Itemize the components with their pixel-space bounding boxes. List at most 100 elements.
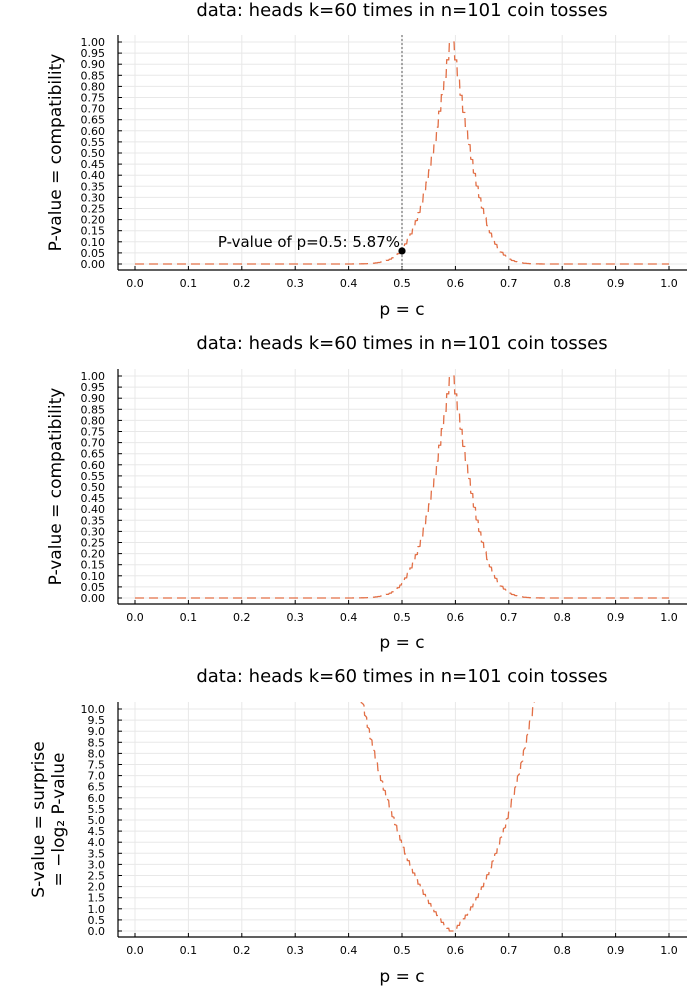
y-tick-label: 0.00 xyxy=(81,592,106,605)
y-tick-label: 0.40 xyxy=(81,169,106,182)
y-tick-label: 0.85 xyxy=(81,69,106,82)
x-tick-label: 0.8 xyxy=(553,277,571,290)
y-tick-label: 0.00 xyxy=(81,258,106,271)
x-tick-label: 0.5 xyxy=(393,277,411,290)
y-tick-label: 0.35 xyxy=(81,180,106,193)
x-tick-label: 0.8 xyxy=(553,611,571,624)
chart-panel-1: 0.0 0.1 0.2 0.3 0.4 0.5 0.6 0.7 0.8 0.9 1.0 0.000.0… xyxy=(46,0,687,320)
y-tick-label: 0.60 xyxy=(81,125,106,138)
x-tick-label: 0.9 xyxy=(607,277,625,290)
y-tick-label: 0.05 xyxy=(81,581,106,594)
x-tick-label: 0.7 xyxy=(500,611,518,624)
y-tick-label: 6.0 xyxy=(88,792,106,805)
y-tick-label: 0.50 xyxy=(81,481,106,494)
y-axis-label-line-1: S-value = surprise xyxy=(29,741,49,897)
y-tick-label: 2.5 xyxy=(88,870,106,883)
y-tick-label: 10.0 xyxy=(81,703,106,716)
y-tick-label: 0.55 xyxy=(81,136,106,149)
y-tick-label: 0.70 xyxy=(81,103,106,116)
x-tick-label: 0.5 xyxy=(393,944,411,957)
y-tick-label: 8.5 xyxy=(88,736,106,749)
y-tick-label: 0.50 xyxy=(81,147,106,160)
x-tick-label: 0.9 xyxy=(607,611,625,624)
y-tick-label: 0.0 xyxy=(88,925,106,938)
y-tick-label: 0.10 xyxy=(81,236,106,249)
y-tick-label: 6.5 xyxy=(88,781,106,794)
series-line-1 xyxy=(135,41,669,265)
series-line-1 xyxy=(135,375,669,599)
y-tick-label: 0.70 xyxy=(81,437,106,450)
y-tick-label: 8.0 xyxy=(88,747,106,760)
x-tick-label: 0.3 xyxy=(286,277,304,290)
x-tick-label: 0.0 xyxy=(126,944,144,957)
y-tick-label: 5.5 xyxy=(88,803,106,816)
y-tick-label: 0.95 xyxy=(81,381,106,394)
x-tick-label: 0.6 xyxy=(447,944,465,957)
y-tick-label: 0.75 xyxy=(81,426,106,439)
x-tick-label: 0.1 xyxy=(180,944,198,957)
x-tick-label: 0.7 xyxy=(500,277,518,290)
y-tick-label: 0.60 xyxy=(81,459,106,472)
y-tick-label: 0.5 xyxy=(88,914,106,927)
y-tick-label: 0.40 xyxy=(81,503,106,516)
y-tick-label: 0.20 xyxy=(81,548,106,561)
y-tick-label: 1.00 xyxy=(81,370,106,383)
highlight-point xyxy=(398,247,406,255)
y-tick-label: 0.25 xyxy=(81,537,106,550)
y-tick-label: 3.5 xyxy=(88,847,106,860)
chart-panel-3: 0.0 0.1 0.2 0.3 0.4 0.5 0.6 0.7 0.8 0.9 1.00.00.51… xyxy=(29,666,687,987)
y-axis-label-line-2: = −log₂ P-value xyxy=(49,752,69,886)
y-tick-label: 4.5 xyxy=(88,825,106,838)
x-tick-label: 0.6 xyxy=(447,611,465,624)
x-tick-label: 0.4 xyxy=(340,944,358,957)
y-tick-label: 0.15 xyxy=(81,225,106,238)
y-tick-label: 5.0 xyxy=(88,814,106,827)
x-tick-label: 0.9 xyxy=(607,944,625,957)
y-tick-label: 0.65 xyxy=(81,114,106,127)
point-annotation: P-value of p=0.5: 5.87% xyxy=(218,233,400,251)
chart-title: data: heads k=60 times in n=101 coin tos… xyxy=(196,666,607,687)
chart-title: data: heads k=60 times in n=101 coin tos… xyxy=(196,0,607,21)
y-tick-label: 0.85 xyxy=(81,403,106,416)
x-tick-label: 0.3 xyxy=(286,611,304,624)
y-tick-label: 0.75 xyxy=(81,92,106,105)
x-tick-label: 0.2 xyxy=(233,944,251,957)
y-tick-label: 1.5 xyxy=(88,892,106,905)
x-tick-label: 0.4 xyxy=(340,277,358,290)
y-tick-label: 0.30 xyxy=(81,525,106,538)
x-tick-label: 0.8 xyxy=(553,944,571,957)
y-tick-label: 0.65 xyxy=(81,448,106,461)
y-tick-label: 0.45 xyxy=(81,158,106,171)
y-tick-label: 2.0 xyxy=(88,881,106,894)
y-axis-label: P-value = compatibility xyxy=(46,54,66,252)
y-tick-label: 1.00 xyxy=(81,36,106,49)
chart-title: data: heads k=60 times in n=101 coin tos… xyxy=(196,333,607,354)
y-tick-label: 9.5 xyxy=(88,714,106,727)
y-tick-label: 3.0 xyxy=(88,858,106,871)
x-axis-label: p = c xyxy=(379,300,424,320)
y-tick-label: 0.35 xyxy=(81,514,106,527)
x-tick-label: 0.5 xyxy=(393,611,411,624)
x-tick-label: 0.2 xyxy=(233,611,251,624)
y-tick-label: 0.45 xyxy=(81,492,106,505)
x-tick-label: 1.0 xyxy=(660,277,678,290)
x-tick-label: 0.3 xyxy=(286,944,304,957)
y-tick-label: 0.90 xyxy=(81,392,106,405)
y-tick-label: 0.30 xyxy=(81,191,106,204)
x-tick-label: 0.0 xyxy=(126,611,144,624)
x-tick-label: 0.2 xyxy=(233,277,251,290)
y-tick-label: 0.15 xyxy=(81,559,106,572)
y-tick-label: 0.20 xyxy=(81,214,106,227)
y-tick-label: 4.0 xyxy=(88,836,106,849)
x-axis-label: p = c xyxy=(379,967,424,987)
y-tick-label: 0.25 xyxy=(81,203,106,216)
y-tick-label: 0.80 xyxy=(81,80,106,93)
x-tick-label: 0.4 xyxy=(340,611,358,624)
x-axis-label: p = c xyxy=(379,633,424,653)
x-tick-label: 1.0 xyxy=(660,611,678,624)
y-tick-label: 0.80 xyxy=(81,414,106,427)
x-tick-label: 0.1 xyxy=(180,611,198,624)
x-tick-label: 0.6 xyxy=(447,277,465,290)
y-tick-label: 0.95 xyxy=(81,47,106,60)
